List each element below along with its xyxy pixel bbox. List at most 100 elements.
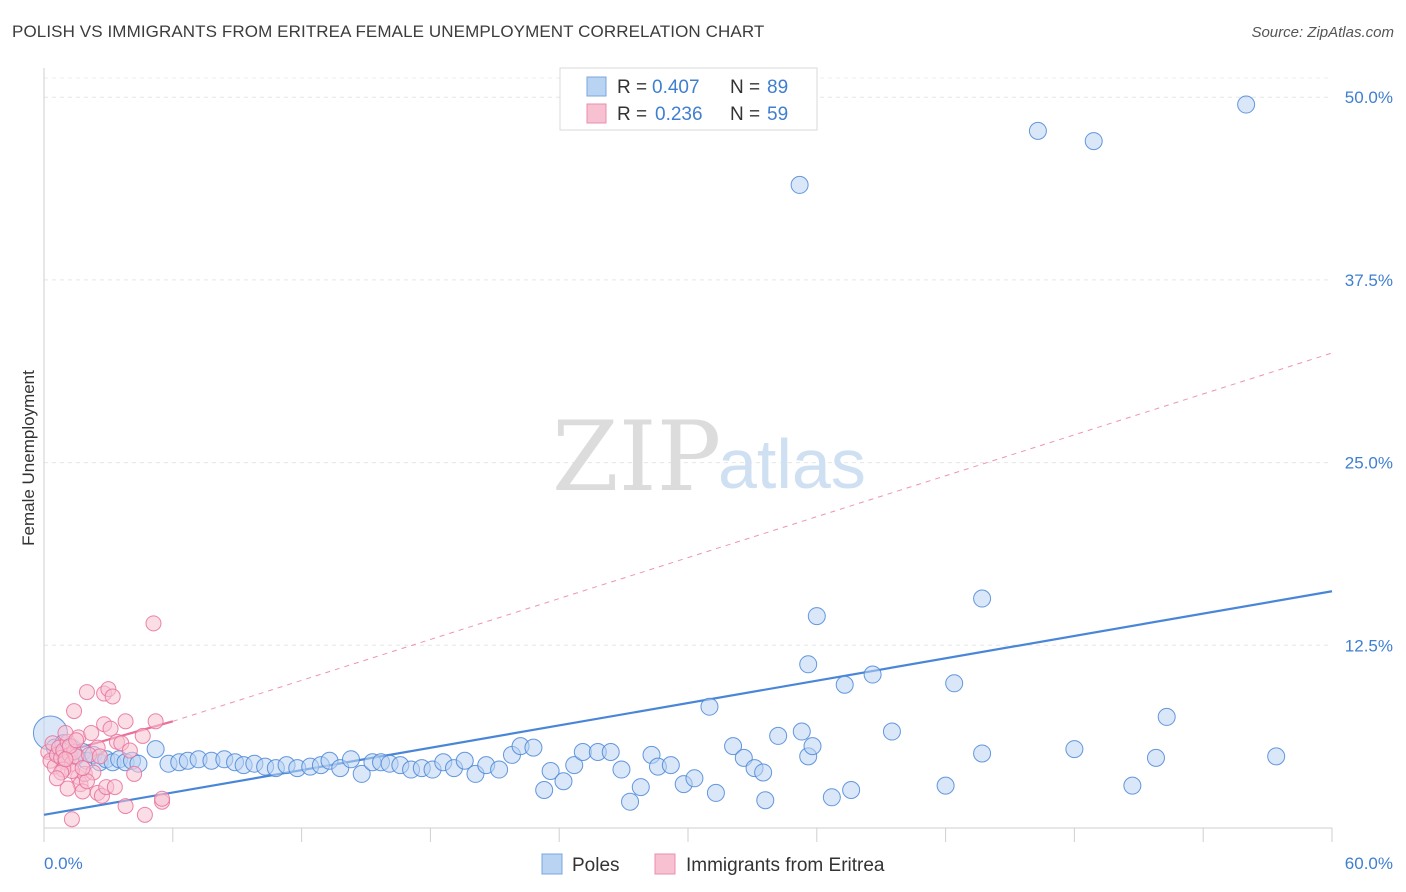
legend-n-label-poles: N = (730, 77, 760, 98)
legend-n-label-eritrea: N = (730, 104, 760, 125)
trend-line-extended-1 (172, 352, 1333, 722)
poles-point (146, 740, 165, 759)
eritrea-point (63, 811, 80, 828)
eritrea-point (117, 798, 134, 815)
bottom-legend-swatch-eritrea (654, 853, 676, 875)
legend-n-value-poles: 89 (767, 77, 788, 98)
poles-point (973, 589, 992, 608)
poles-point (490, 760, 509, 779)
bottom-legend-swatch-poles (541, 853, 563, 875)
watermark-atlas: atlas (718, 425, 866, 503)
bottom-legend-label-poles: Poles (572, 855, 620, 876)
poles-point (1065, 740, 1084, 759)
legend-swatch-poles (586, 76, 607, 97)
poles-point (1084, 132, 1103, 151)
gridlines (44, 77, 1332, 646)
eritrea-point (83, 725, 100, 741)
eritrea-point (74, 760, 91, 777)
poles-point (352, 764, 371, 783)
poles-point (754, 763, 773, 782)
eritrea-point (136, 806, 153, 823)
chart-title: POLISH VS IMMIGRANTS FROM ERITREA FEMALE… (12, 22, 765, 41)
legend: R = 0.407 N = 89 R = 0.236 N = 59 (559, 67, 818, 131)
eritrea-point (59, 780, 76, 797)
eritrea-point (104, 688, 121, 705)
poles-point (790, 175, 809, 194)
poles-point (822, 788, 841, 807)
y-tick-labels: 12.5% 25.0% 37.5% 50.0% (1345, 88, 1393, 655)
poles-point (792, 722, 811, 741)
eritrea-point (145, 615, 162, 632)
poles-point (882, 722, 901, 741)
x-ticks (43, 828, 1333, 842)
poles-point (601, 743, 620, 761)
eritrea-point (102, 720, 119, 737)
poles-point (455, 751, 474, 770)
poles-point (565, 756, 584, 775)
poles-point (706, 783, 725, 802)
legend-r-value-poles: 0.407 (652, 77, 700, 98)
poles-point (1123, 776, 1142, 795)
poles-point (835, 675, 854, 694)
series-eritrea (40, 615, 171, 828)
legend-r-label-poles: R = (617, 77, 647, 98)
poles-point (573, 743, 592, 761)
y-tick-label: 37.5% (1345, 271, 1393, 290)
bottom-legend-label-eritrea: Immigrants from Eritrea (686, 855, 885, 876)
poles-point (945, 674, 964, 693)
poles-point (535, 781, 554, 799)
poles-point (341, 750, 360, 769)
poles-point (524, 738, 543, 757)
trend-line-0 (43, 590, 1333, 816)
eritrea-point (78, 684, 95, 701)
eritrea-point (154, 790, 171, 807)
poles-point (1237, 95, 1256, 114)
poles-point (756, 791, 775, 810)
eritrea-point (147, 713, 164, 730)
poles-point (807, 607, 826, 626)
eritrea-point (121, 742, 138, 759)
legend-n-value-eritrea: 59 (767, 104, 788, 125)
eritrea-point (48, 770, 65, 787)
eritrea-point (126, 765, 143, 782)
eritrea-point (68, 732, 85, 749)
legend-r-label-eritrea: R = (617, 104, 647, 125)
eritrea-point (106, 779, 123, 796)
y-tick-label: 12.5% (1345, 636, 1393, 655)
eritrea-point (134, 727, 151, 744)
y-tick-label: 50.0% (1345, 88, 1393, 107)
poles-point (936, 776, 955, 795)
poles-point (1267, 747, 1286, 766)
poles-point (1157, 707, 1176, 726)
y-tick-label: 25.0% (1345, 454, 1393, 473)
y-axis-title: Female Unemployment (19, 370, 38, 546)
poles-point (842, 781, 861, 799)
poles-point (724, 737, 743, 756)
poles-point (612, 760, 631, 779)
bottom-legend: Poles Immigrants from Eritrea (541, 853, 885, 876)
poles-point (631, 778, 650, 797)
watermark: ZIP atlas (552, 401, 866, 513)
legend-swatch-eritrea (586, 103, 607, 124)
poles-point (541, 762, 560, 780)
poles-point (799, 655, 818, 674)
poles-point (803, 737, 822, 756)
eritrea-point (57, 751, 74, 768)
poles-point (1028, 121, 1047, 140)
poles-point (685, 769, 704, 788)
x-tick-label-max: 60.0% (1345, 854, 1393, 873)
legend-r-value-eritrea: 0.236 (655, 104, 703, 125)
poles-point (769, 726, 788, 745)
eritrea-point (117, 713, 134, 730)
poles-point (973, 744, 992, 763)
series-poles (32, 95, 1286, 811)
poles-point (863, 665, 882, 684)
poles-point (554, 772, 573, 791)
poles-point (1146, 748, 1165, 767)
source-text: Source: ZipAtlas.com (1251, 24, 1394, 41)
eritrea-point (66, 703, 83, 720)
watermark-zip: ZIP (552, 401, 721, 513)
eritrea-point (91, 748, 108, 765)
poles-point (700, 697, 719, 716)
